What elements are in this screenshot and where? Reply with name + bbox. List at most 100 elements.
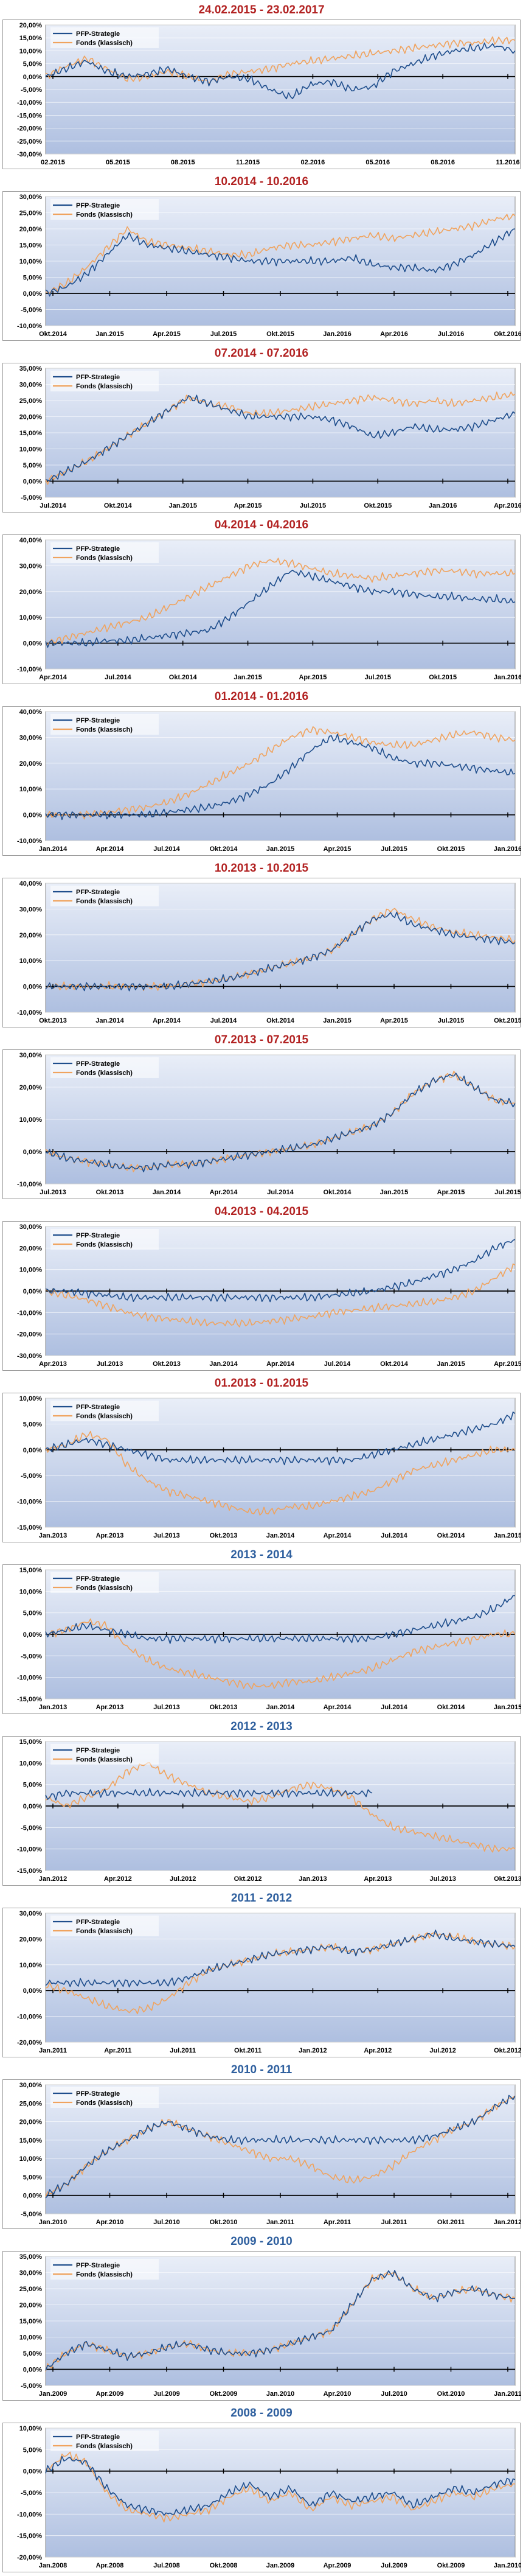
y-tick-label: 10,00% [19,47,43,55]
legend-label: PFP-Strategie [76,2434,120,2441]
y-tick-label: 5,00% [23,2446,42,2454]
x-tick-label: Apr.2009 [96,2390,124,2398]
chart-title: 07.2014 - 07.2016 [214,347,309,360]
chart-panel: 01.2014 - 01.2016 -10,00% 0,00% 10,00% 20,00… [2,687,521,856]
chart-title: 2012 - 2013 [230,1720,293,1733]
legend-label: Fonds (klassisch) [76,211,133,219]
y-tick-label: -10,00% [17,1309,42,1317]
x-tick-label: Apr.2015 [234,502,262,509]
y-tick-label: 10,00% [19,786,43,793]
series-line-pfp [45,911,516,992]
y-tick-label: 0,00% [23,1803,42,1810]
x-tick-label: Okt.2014 [210,845,238,853]
x-tick-label: Jul.2014 [40,502,66,509]
x-tick-label: Jul.2015 [210,331,237,338]
x-tick-label: Okt.2008 [210,2562,238,2569]
legend-label: PFP-Strategie [76,1404,120,1411]
series-line-fonds [45,2451,516,2523]
legend-label: PFP-Strategie [76,1575,120,1583]
series-line-pfp [45,42,516,100]
y-tick-label: -30,00% [17,151,42,158]
line-chart: -5,00% 0,00% 5,00% 10,00% 15,00% 20,00% 25,00%… [19,365,521,509]
x-tick-label: 05.2015 [106,159,130,166]
x-tick-label: Jan.2016 [494,845,521,853]
y-tick-label: 10,00% [19,1116,43,1124]
legend: PFP-Strategie Fonds (klassisch) [50,1401,159,1421]
y-tick-label: 0,00% [23,1288,42,1295]
y-tick-label: 30,00% [19,1223,43,1231]
x-tick-label: Okt.2013 [494,1875,521,1883]
x-tick-label: 05.2016 [365,159,390,166]
y-tick-label: -15,00% [17,1524,42,1531]
legend-label: Fonds (klassisch) [76,1756,133,1763]
chart-frame: -5,00% 0,00% 5,00% 10,00% 15,00% 20,00% 25,00%… [2,2079,521,2229]
y-tick-label: -5,00% [21,494,42,502]
legend-box [50,1744,159,1765]
x-tick-label: Jul.2011 [170,2047,196,2054]
y-tick-label: 0,00% [23,2367,42,2374]
x-tick-label: Jan.2010 [266,2390,294,2398]
y-tick-label: 25,00% [19,2286,43,2293]
chart-panel: 10.2014 - 10.2016 -10,00% -5,00% 0,00% 5,00%… [2,172,521,341]
series-line-pfp [45,1239,516,1303]
x-tick-label: Jul.2010 [381,2390,407,2398]
y-tick-label: 30,00% [19,562,43,570]
chart-title: 04.2013 - 04.2015 [214,1205,309,1218]
chart-frame: -10,00% 0,00% 10,00% 20,00% 30,00% 40,00% Jan.… [2,706,521,856]
series-line-fonds [45,1618,516,1690]
line-chart: -30,00% -25,00% -20,00% -15,00% -10,00% -5,00… [17,22,520,166]
x-tick-label: Jan.2011 [494,2390,521,2398]
x-tick-label: Jul.2014 [324,1360,351,1368]
x-tick-label: Jul.2013 [97,1360,123,1368]
legend-label: PFP-Strategie [76,889,120,896]
series-line-fonds [45,726,516,820]
x-tick-label: Jul.2009 [153,2390,179,2398]
x-tick-label: Jan.2014 [266,1704,295,1711]
y-tick-label: 15,00% [19,1567,43,1574]
x-tick-label: Jul.2014 [210,1017,237,1024]
chart-frame: -15,00% -10,00% -5,00% 0,00% 5,00% 10,00% Jan.… [2,1393,521,1542]
x-tick-label: Apr.2009 [324,2562,352,2569]
series-line-pfp [45,2270,516,2371]
chart-frame: -15,00% -10,00% -5,00% 0,00% 5,00% 10,00% 15,0… [2,1736,521,1886]
legend-box [50,371,159,391]
chart-title: 10.2014 - 10.2016 [214,175,309,188]
y-tick-label: 5,00% [23,1421,42,1428]
y-tick-label: -10,00% [17,2014,42,2021]
series-line-pfp [45,1930,516,1988]
y-tick-label: 15,00% [19,35,43,42]
line-chart: -5,00% 0,00% 5,00% 10,00% 15,00% 20,00% 25,00%… [19,2253,521,2398]
legend-label: PFP-Strategie [76,30,120,38]
y-tick-label: 10,00% [19,2425,43,2432]
legend-box [50,27,159,48]
chart-panel: 04.2013 - 04.2015 -30,00% -20,00% -10,00% 0,… [2,1202,521,1371]
y-tick-label: 10,00% [19,1962,43,1969]
legend-label: Fonds (klassisch) [76,2271,133,2278]
x-tick-label: Apr.2013 [39,1360,67,1368]
y-tick-label: 10,00% [19,1588,43,1595]
x-tick-label: Jan.2015 [437,1360,465,1368]
y-tick-label: 20,00% [19,1084,43,1091]
line-chart: -5,00% 0,00% 5,00% 10,00% 15,00% 20,00% 25,00%… [19,2082,521,2226]
y-tick-label: -10,00% [17,1675,42,1682]
x-tick-label: Apr.2013 [96,1704,124,1711]
y-tick-label: 20,00% [19,1936,43,1943]
x-tick-label: Jan.2015 [266,845,294,853]
x-tick-label: Apr.2012 [104,1875,132,1883]
x-tick-label: Jan.2010 [494,2562,521,2569]
x-tick-label: Jul.2008 [153,2562,179,2569]
y-tick-label: -5,00% [21,86,42,94]
x-tick-label: Jul.2013 [153,1532,179,1539]
chart-frame: -10,00% -5,00% 0,00% 5,00% 10,00% 15,00% 20,00… [2,191,521,341]
line-chart: -15,00% -10,00% -5,00% 0,00% 5,00% 10,00% 15,0… [17,1738,521,1883]
x-tick-label: Apr.2014 [324,1532,352,1539]
y-tick-label: 25,00% [19,2100,43,2107]
line-chart: -10,00% -5,00% 0,00% 5,00% 10,00% 15,00% 20,00… [17,194,521,338]
legend-box [50,199,159,220]
x-tick-label: Apr.2014 [96,845,125,853]
x-tick-label: Jan.2013 [39,1532,67,1539]
line-chart: -10,00% 0,00% 10,00% 20,00% 30,00% 40,00% Apr.… [17,537,521,681]
legend-box [50,1916,159,1936]
chart-title: 04.2014 - 04.2016 [214,519,309,531]
x-tick-label: Jan.2014 [209,1360,238,1368]
